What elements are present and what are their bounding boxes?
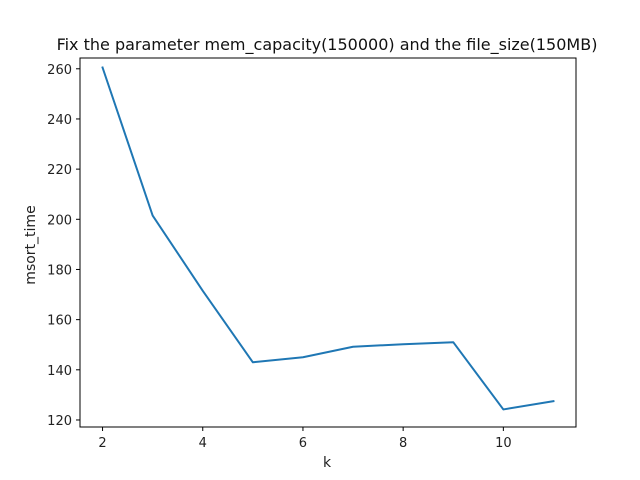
y-tick-label: 220: [47, 163, 72, 178]
plot-area: 2 4 6 8 10 120 140 160 180 200 220 240 260: [47, 57, 577, 451]
x-tick-label: 6: [299, 436, 307, 451]
x-tick-label: 8: [399, 436, 407, 451]
y-tick-label: 240: [47, 113, 72, 128]
y-tick-label: 160: [47, 314, 72, 329]
chart-title: Fix the parameter mem_capacity(150000) a…: [57, 35, 598, 55]
y-tick-label: 120: [47, 414, 72, 429]
y-tick-label: 140: [47, 364, 72, 379]
axes-frame: [79, 57, 577, 428]
y-axis-label: msort_time: [23, 205, 39, 284]
x-tick-label: 2: [98, 436, 106, 451]
x-tick-label: 4: [199, 436, 207, 451]
x-axis-label: k: [323, 455, 332, 471]
y-tick-label: 200: [47, 213, 72, 228]
series-line-0: [101, 66, 555, 411]
y-tick-label: 260: [47, 63, 72, 78]
y-tick-label: 180: [47, 263, 72, 278]
x-tick-label: 10: [495, 436, 512, 451]
